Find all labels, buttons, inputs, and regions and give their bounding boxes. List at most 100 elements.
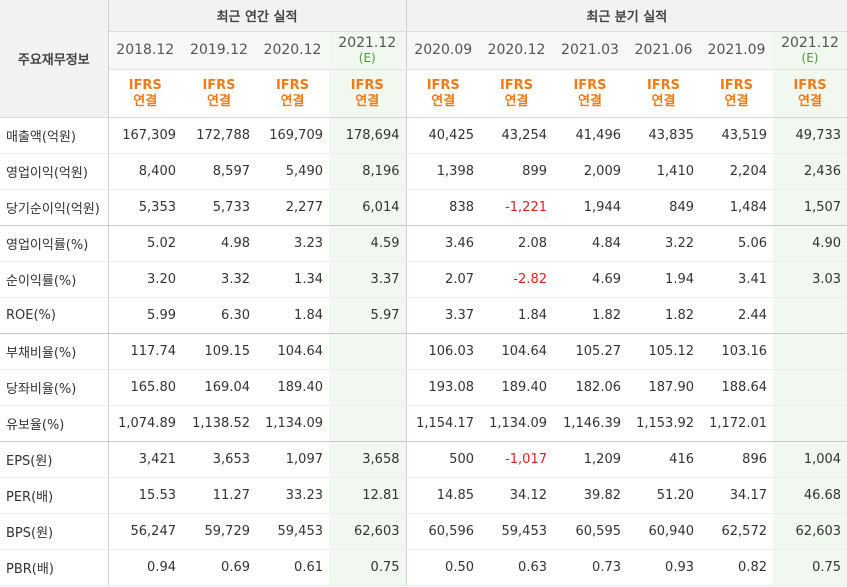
value-cell: 2.07	[405, 261, 480, 298]
table-row: PBR(배) 0.94 0.69 0.61 0.75 0.50 0.63 0.73 0.93 0.…	[0, 549, 847, 586]
accounting-basis: IFRS 연결	[182, 69, 256, 118]
period-header: 2020.09	[405, 31, 480, 70]
value-cell: 2,277	[256, 189, 329, 226]
value-cell: 3.03	[773, 261, 847, 298]
row-label: BPS(원)	[0, 513, 109, 550]
basis-standard: IFRS	[275, 77, 310, 93]
table-row: 당좌비율(%) 165.80 169.04 189.40 193.08 189.40 182…	[0, 369, 847, 406]
value-cell: 2,204	[700, 153, 773, 190]
value-cell: 189.40	[256, 369, 329, 406]
value-cell: 12.81	[329, 477, 406, 514]
table-row: 순이익률(%) 3.20 3.32 1.34 3.37 2.07 -2.82 4.69 1.94…	[0, 261, 847, 298]
value-cell: 1.82	[553, 297, 627, 334]
value-cell: 1,172.01	[700, 405, 773, 442]
value-cell: 1,004	[773, 441, 847, 478]
row-label: 순이익률(%)	[0, 261, 109, 298]
value-cell: 5.99	[108, 297, 182, 334]
value-cell: 34.12	[480, 477, 553, 514]
value-cell: 1.84	[480, 297, 553, 334]
value-cell: 2,009	[553, 153, 627, 190]
value-cell: 0.73	[553, 549, 627, 586]
value-cell: 59,729	[182, 513, 256, 550]
period-header: 2021.03	[553, 31, 627, 70]
value-cell: 0.94	[108, 549, 182, 586]
value-cell: 56,247	[108, 513, 182, 550]
value-cell: 3.41	[700, 261, 773, 298]
row-label: PBR(배)	[0, 549, 109, 586]
value-cell: 43,519	[700, 117, 773, 154]
value-cell: 5,490	[256, 153, 329, 190]
value-cell: 3,421	[108, 441, 182, 478]
period-label: 2021.06	[634, 42, 693, 58]
basis-scope: 연결	[651, 93, 676, 109]
value-cell: 41,496	[553, 117, 627, 154]
value-cell: 15.53	[108, 477, 182, 514]
value-cell	[773, 333, 847, 370]
value-cell: 14.85	[405, 477, 480, 514]
value-cell: 1,134.09	[480, 405, 553, 442]
value-cell: 1,146.39	[553, 405, 627, 442]
value-cell: 43,254	[480, 117, 553, 154]
value-cell: 1,153.92	[627, 405, 700, 442]
value-cell: 103.16	[700, 333, 773, 370]
value-cell: 5.06	[700, 225, 773, 262]
value-cell: 62,603	[773, 513, 847, 550]
table-row: EPS(원) 3,421 3,653 1,097 3,658 500 -1,017 1,209…	[0, 441, 847, 478]
value-cell: 838	[405, 189, 480, 226]
value-cell: 172,788	[182, 117, 256, 154]
value-cell: 0.69	[182, 549, 256, 586]
value-cell: 3.37	[329, 261, 406, 298]
basis-scope: 연결	[355, 93, 380, 109]
row-label: 영업이익(억원)	[0, 153, 109, 190]
annual-group-header: 최근 연간 실적	[108, 0, 406, 32]
value-cell	[329, 333, 406, 370]
row-label: 매출액(억원)	[0, 117, 109, 154]
value-cell: 1.82	[627, 297, 700, 334]
value-cell	[329, 369, 406, 406]
value-cell: 1,484	[700, 189, 773, 226]
value-cell: 165.80	[108, 369, 182, 406]
basis-standard: IFRS	[350, 77, 384, 93]
table-row: BPS(원) 56,247 59,729 59,453 62,603 60,596 59,4…	[0, 513, 847, 550]
value-cell: 8,196	[329, 153, 406, 190]
accounting-basis: IFRS 연결	[773, 69, 847, 118]
table-row: 당기순이익(억원) 5,353 5,733 2,277 6,014 838 -1,221 1,…	[0, 189, 847, 226]
value-cell: 1,209	[553, 441, 627, 478]
value-cell: 11.27	[182, 477, 256, 514]
basis-standard: IFRS	[719, 77, 754, 93]
estimate-marker: (E)	[358, 50, 376, 65]
period-label: 2021.09	[707, 42, 766, 58]
value-cell: 3.32	[182, 261, 256, 298]
value-cell: 43,835	[627, 117, 700, 154]
value-cell: 6,014	[329, 189, 406, 226]
period-header: 2021.06	[627, 31, 700, 70]
period-header: 2021.12 (E)	[329, 31, 406, 70]
row-label: ROE(%)	[0, 297, 109, 334]
period-header: 2021.12 (E)	[773, 31, 847, 70]
value-cell: 0.75	[773, 549, 847, 586]
value-cell: -2.82	[480, 261, 553, 298]
value-cell: 178,694	[329, 117, 406, 154]
value-cell: 0.75	[329, 549, 406, 586]
value-cell: 187.90	[627, 369, 700, 406]
period-header: 2019.12	[182, 31, 256, 70]
value-cell: 1,134.09	[256, 405, 329, 442]
value-cell: 5.02	[108, 225, 182, 262]
value-cell: 0.63	[480, 549, 553, 586]
row-label: 부채비율(%)	[0, 333, 109, 370]
accounting-basis: IFRS 연결	[108, 69, 182, 118]
value-cell: 5,733	[182, 189, 256, 226]
accounting-basis: IFRS 연결	[553, 69, 627, 118]
value-cell: 1.34	[256, 261, 329, 298]
value-cell: 899	[480, 153, 553, 190]
value-cell: 2.08	[480, 225, 553, 262]
value-cell: 4.59	[329, 225, 406, 262]
value-cell: 3,653	[182, 441, 256, 478]
value-cell: 1,944	[553, 189, 627, 226]
value-cell	[773, 405, 847, 442]
basis-scope: 연결	[280, 93, 305, 109]
value-cell: 1,398	[405, 153, 480, 190]
basis-standard: IFRS	[202, 77, 236, 93]
value-cell: 0.50	[405, 549, 480, 586]
